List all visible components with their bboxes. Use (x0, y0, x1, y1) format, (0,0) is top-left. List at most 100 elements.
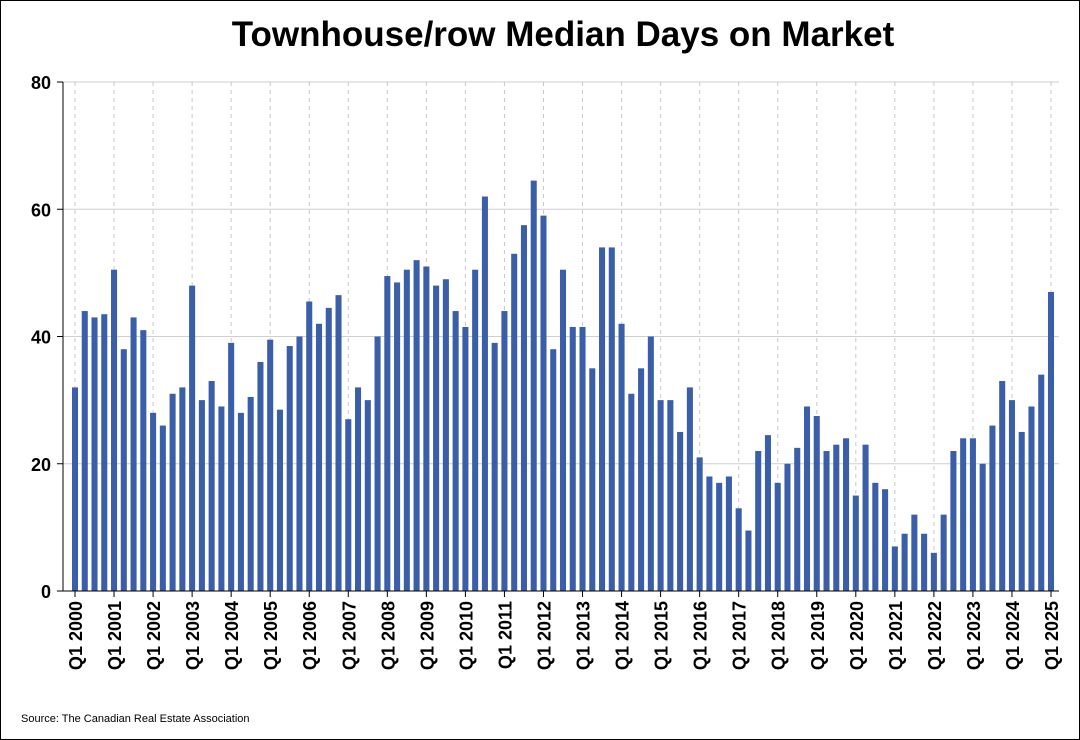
x-tick-label: Q1 2018 (769, 601, 789, 670)
bar (276, 409, 283, 591)
bar (716, 482, 723, 591)
x-tick-label: Q1 2011 (495, 601, 515, 669)
bar (179, 387, 186, 591)
bar (989, 425, 996, 591)
x-tick-label: Q1 2016 (691, 601, 711, 670)
bar (1018, 431, 1025, 591)
bar (940, 514, 947, 591)
bar (462, 326, 469, 591)
bar (257, 361, 264, 591)
bar (325, 307, 332, 591)
y-tick-label: 60 (31, 200, 51, 220)
x-tick-label: Q1 2005 (261, 601, 281, 670)
bar (1028, 406, 1035, 591)
bar (208, 381, 215, 591)
bar (1047, 291, 1055, 591)
bar (237, 412, 244, 591)
x-tick-label: Q1 2020 (847, 601, 867, 670)
x-tick-label: Q1 2013 (574, 601, 594, 670)
y-tick-label: 20 (31, 455, 51, 475)
bar (228, 342, 235, 591)
bar (296, 336, 303, 591)
bar (764, 435, 771, 591)
bar (394, 282, 401, 591)
x-tick-label: Q1 2023 (964, 601, 984, 670)
bar (540, 215, 547, 592)
bar (784, 463, 791, 591)
bar (774, 482, 781, 591)
bar (999, 381, 1006, 591)
x-tick-label: Q1 2021 (886, 601, 906, 670)
bar (189, 285, 196, 591)
bar (599, 247, 606, 592)
bar (315, 323, 323, 591)
bar (969, 438, 976, 591)
x-tick-label: Q1 2000 (66, 601, 86, 670)
bar (735, 508, 742, 591)
bar (335, 295, 342, 591)
bar (306, 301, 313, 591)
bar (511, 253, 518, 591)
bar (862, 444, 869, 591)
bar (979, 463, 986, 591)
bar (1038, 374, 1045, 591)
bar (120, 349, 127, 591)
bar (413, 260, 420, 591)
x-tick-label: Q1 2010 (456, 601, 476, 670)
bar (81, 311, 88, 591)
bar (872, 482, 879, 591)
bar (140, 330, 147, 591)
bar (950, 451, 957, 591)
bar (150, 412, 157, 591)
bar (101, 314, 108, 591)
chart-title: Townhouse/row Median Days on Market (231, 15, 895, 54)
x-tick-label: Q1 2017 (730, 601, 750, 670)
bar (520, 225, 527, 591)
bar (501, 311, 508, 591)
x-tick-label: Q1 2024 (1003, 601, 1023, 670)
bar (628, 393, 635, 591)
bar (745, 530, 752, 591)
bar (286, 346, 293, 591)
bar (852, 495, 859, 591)
tick-labels: 0 20 40 60 80 Q1 2000 Q1 2001 Q1 2002 Q1 2003 Q1 … (31, 73, 1062, 670)
bar (374, 336, 381, 591)
bar (403, 269, 410, 591)
bar (803, 406, 811, 591)
bars (71, 180, 1055, 592)
bar (823, 451, 830, 591)
bar (706, 476, 713, 591)
bar (569, 326, 576, 591)
x-tick-label: Q1 2006 (300, 601, 320, 670)
bar (638, 368, 645, 591)
bar (433, 285, 440, 591)
bar (452, 311, 459, 591)
bar (589, 368, 596, 591)
bar (960, 438, 967, 591)
y-tick-label: 0 (41, 582, 51, 602)
bar (882, 489, 889, 591)
bar (247, 396, 254, 591)
bar (891, 546, 898, 591)
bar (559, 269, 567, 591)
x-tick-label: Q1 2003 (183, 601, 203, 670)
bar (1008, 400, 1015, 591)
bar (364, 400, 371, 591)
bar (921, 533, 928, 591)
bar (618, 323, 625, 591)
bar (608, 247, 615, 592)
bar (198, 400, 205, 591)
x-tick-label: Q1 2008 (378, 601, 398, 670)
bar (91, 317, 98, 591)
bar (111, 269, 118, 591)
x-tick-label: Q1 2004 (222, 601, 242, 670)
bar (71, 387, 79, 591)
bar (345, 419, 352, 591)
bar (530, 180, 537, 591)
x-tick-label: Q1 2009 (417, 601, 437, 670)
bar (911, 514, 918, 591)
bar (677, 431, 684, 591)
bar (579, 326, 586, 591)
